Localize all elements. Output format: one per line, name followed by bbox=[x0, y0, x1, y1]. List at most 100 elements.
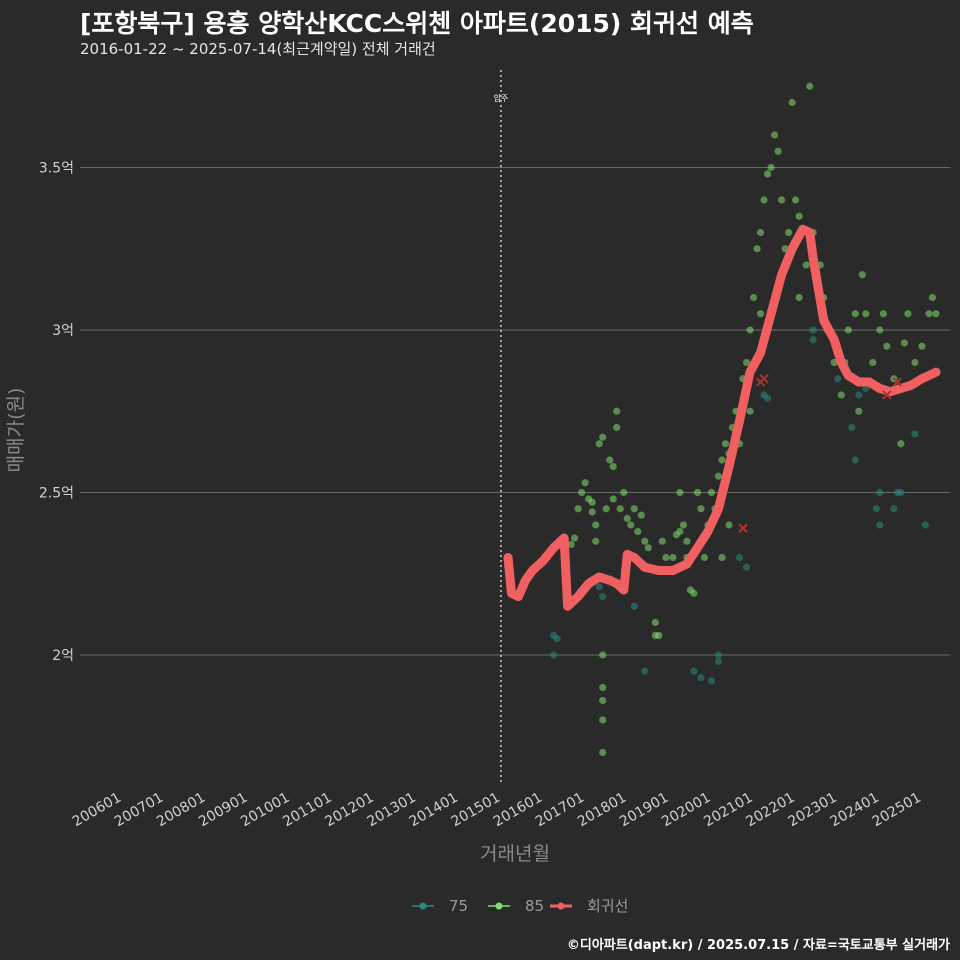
legend-swatch bbox=[419, 902, 427, 910]
point-85 bbox=[588, 508, 596, 516]
point-85 bbox=[623, 514, 631, 523]
point-75 bbox=[599, 592, 607, 601]
source-caption: ©디아파트(dapt.kr) / 2025.07.15 / 자료=국토교통부 실… bbox=[566, 938, 950, 953]
legend-item-trend: 회귀선 bbox=[550, 897, 628, 915]
point-85 bbox=[592, 521, 600, 529]
point-85 bbox=[932, 310, 940, 318]
point-75 bbox=[697, 674, 705, 682]
y-tick-label: 3억 bbox=[52, 323, 74, 339]
point-85 bbox=[770, 131, 779, 139]
legend-swatch bbox=[495, 902, 503, 910]
point-75 bbox=[630, 602, 638, 610]
point-85 bbox=[592, 537, 600, 545]
regression-line bbox=[503, 224, 941, 611]
point-85 bbox=[721, 440, 730, 448]
point-75 bbox=[862, 384, 870, 393]
point-85 bbox=[658, 537, 666, 545]
point-85 bbox=[599, 651, 607, 659]
point-85 bbox=[613, 423, 621, 432]
point-85 bbox=[578, 488, 586, 497]
occupancy-label: 입주 bbox=[494, 94, 509, 103]
legend-item-85: 85 bbox=[488, 897, 544, 915]
highlight-markers bbox=[738, 374, 903, 533]
chart-title: [포항북구] 용흥 양학산KCC스위첸 아파트(2015) 회귀선 예측 bbox=[80, 9, 754, 38]
point-85 bbox=[925, 310, 933, 318]
point-85 bbox=[651, 631, 659, 640]
point-85 bbox=[599, 716, 607, 724]
point-75 bbox=[735, 553, 744, 562]
point-85 bbox=[851, 310, 859, 318]
point-85 bbox=[897, 440, 905, 448]
point-85 bbox=[714, 472, 723, 480]
point-85 bbox=[676, 488, 684, 497]
point-75 bbox=[809, 336, 817, 344]
y-tick-label: 2.5억 bbox=[39, 486, 74, 502]
point-85 bbox=[756, 228, 765, 237]
point-85 bbox=[627, 521, 635, 529]
x-tick-label: 202501 bbox=[870, 790, 924, 831]
chart-subtitle: 2016-01-22 ~ 2025-07-14(최근계약일) 전체 거래건 bbox=[80, 40, 436, 58]
y-tick-labels: 2억 2.5억 3억 3.5억 bbox=[39, 161, 74, 665]
trend-line bbox=[503, 224, 941, 611]
point-75 bbox=[595, 583, 603, 591]
point-85 bbox=[855, 407, 863, 415]
point-75 bbox=[855, 391, 863, 399]
point-75 bbox=[809, 326, 817, 334]
point-85 bbox=[567, 540, 575, 549]
point-85 bbox=[844, 326, 852, 334]
point-85 bbox=[620, 488, 628, 497]
point-85 bbox=[599, 683, 607, 692]
highlight-marker bbox=[892, 377, 903, 387]
point-85 bbox=[746, 407, 754, 415]
point-85 bbox=[911, 358, 919, 367]
x-tick-labels: 2006012007012008012009012010012011012012… bbox=[70, 790, 924, 831]
point-85 bbox=[693, 488, 702, 497]
point-85 bbox=[644, 544, 652, 552]
x-axis-title: 거래년월 bbox=[480, 843, 550, 865]
point-85 bbox=[876, 326, 884, 334]
point-85 bbox=[774, 147, 782, 155]
point-85 bbox=[641, 537, 649, 545]
point-85 bbox=[749, 293, 758, 302]
legend-item-75: 75 bbox=[412, 897, 468, 915]
point-85 bbox=[595, 440, 603, 448]
point-75 bbox=[921, 521, 930, 529]
point-85 bbox=[858, 271, 866, 279]
point-75 bbox=[911, 430, 919, 438]
point-85 bbox=[792, 196, 800, 204]
point-85 bbox=[613, 407, 621, 415]
point-75 bbox=[707, 677, 716, 685]
point-85 bbox=[606, 456, 614, 464]
point-85 bbox=[904, 310, 912, 318]
point-85 bbox=[599, 748, 607, 757]
point-75 bbox=[851, 456, 859, 464]
point-85 bbox=[637, 511, 645, 519]
point-85 bbox=[669, 553, 677, 562]
point-85 bbox=[634, 527, 642, 536]
point-85 bbox=[788, 98, 796, 107]
point-75 bbox=[834, 375, 842, 383]
point-85 bbox=[767, 163, 775, 172]
highlight-marker bbox=[882, 390, 892, 400]
point-85 bbox=[588, 498, 596, 506]
point-75 bbox=[763, 394, 772, 402]
point-75 bbox=[714, 657, 723, 666]
point-85 bbox=[883, 342, 891, 350]
point-85 bbox=[778, 196, 786, 204]
point-85 bbox=[869, 358, 877, 367]
point-85 bbox=[795, 212, 803, 220]
highlight-marker bbox=[755, 377, 766, 387]
point-85 bbox=[879, 310, 887, 318]
point-85 bbox=[742, 358, 751, 367]
point-85 bbox=[581, 479, 589, 487]
point-75 bbox=[897, 488, 905, 497]
point-75 bbox=[549, 651, 558, 659]
point-85 bbox=[599, 696, 607, 705]
point-85 bbox=[862, 310, 870, 318]
legend: 75 85 회귀선 bbox=[412, 897, 628, 915]
grid-lines bbox=[80, 167, 950, 656]
y-axis-title: 매매가(원) bbox=[5, 388, 27, 473]
legend-label: 85 bbox=[525, 897, 544, 915]
point-75 bbox=[641, 667, 649, 675]
